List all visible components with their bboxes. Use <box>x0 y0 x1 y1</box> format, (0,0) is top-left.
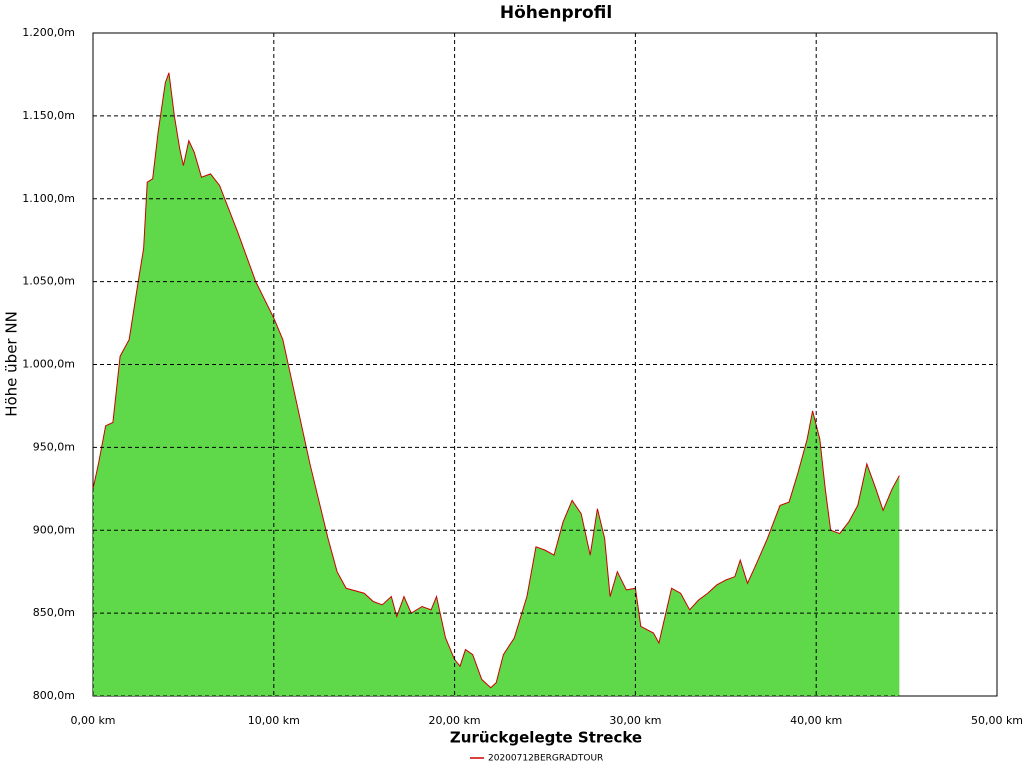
x-tick-label: 0,00 km <box>70 714 115 727</box>
y-tick-label: 950,0m <box>33 440 75 453</box>
x-tick-label: 10,00 km <box>248 714 300 727</box>
y-tick-label: 900,0m <box>33 523 75 536</box>
x-tick-label: 20,00 km <box>429 714 481 727</box>
y-tick-label: 850,0m <box>33 606 75 619</box>
legend-label: 20200712BERGRADTOUR <box>488 754 603 764</box>
y-tick-label: 1.150,0m <box>22 109 75 122</box>
x-tick-label: 40,00 km <box>790 714 842 727</box>
y-tick-label: 800,0m <box>33 689 75 702</box>
x-tick-label: 50,00 km <box>971 714 1023 727</box>
y-axis-label: Höhe über NN <box>3 311 21 417</box>
y-tick-label: 1.000,0m <box>22 358 75 371</box>
line <box>92 72 900 689</box>
chart-title: Höhenprofil <box>500 3 612 23</box>
y-tick-label: 1.100,0m <box>22 192 75 205</box>
y-tick-label: 1.050,0m <box>22 275 75 288</box>
y-tick-label: 1.200,0m <box>22 26 75 39</box>
area <box>93 72 900 696</box>
x-tick-label: 30,00 km <box>609 714 661 727</box>
x-axis-label: Zurückgelegte Strecke <box>450 729 642 747</box>
